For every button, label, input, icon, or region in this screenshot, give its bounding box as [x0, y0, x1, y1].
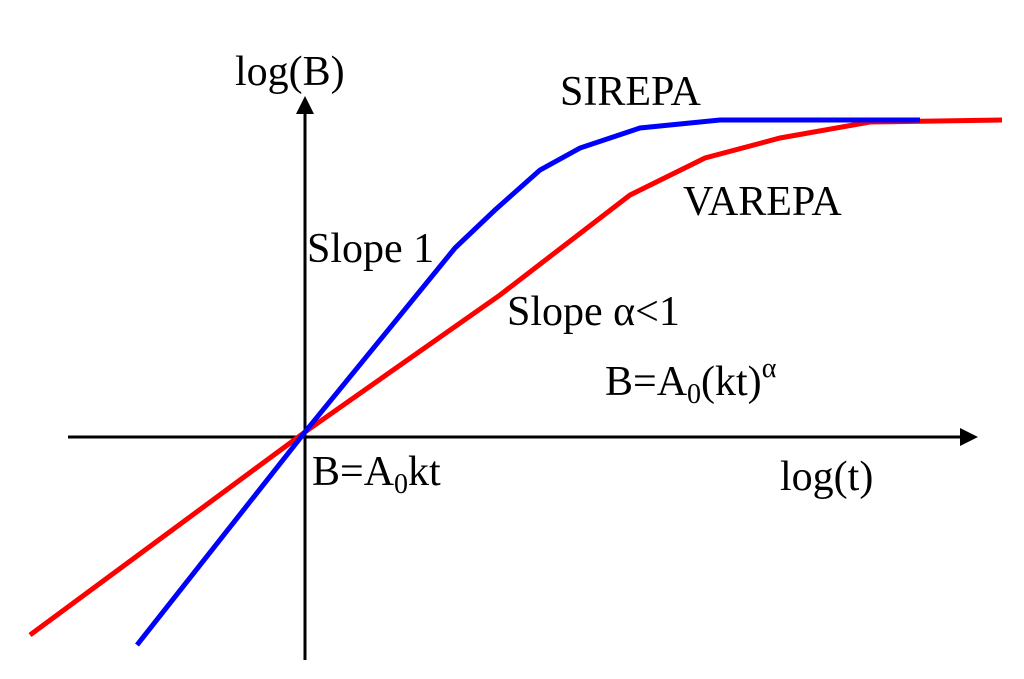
sirepa-curve — [135, 117, 920, 647]
slope-label: Slope 1 — [307, 226, 434, 272]
subscript: 0 — [687, 379, 701, 410]
x-arrow — [960, 428, 978, 446]
subscript: 0 — [394, 469, 408, 500]
y-arrow — [296, 96, 314, 114]
slope-label: Slope α<1 — [507, 289, 680, 335]
equation-part: B=A — [312, 449, 395, 495]
equation-part: (kt) — [701, 359, 762, 405]
curve-label: SIREPA — [560, 69, 702, 115]
equation-part: B=A — [605, 359, 688, 405]
varepa-curve — [28, 117, 1003, 638]
equation: B=A0kt — [312, 449, 441, 500]
superscript: α — [762, 353, 777, 384]
equation: B=A0(kt)α — [605, 353, 777, 410]
x-axis-label: log(t) — [780, 454, 873, 500]
curve-label: VAREPA — [683, 179, 842, 225]
equation-part: kt — [408, 449, 441, 495]
y-axis-label: log(B) — [235, 49, 345, 95]
